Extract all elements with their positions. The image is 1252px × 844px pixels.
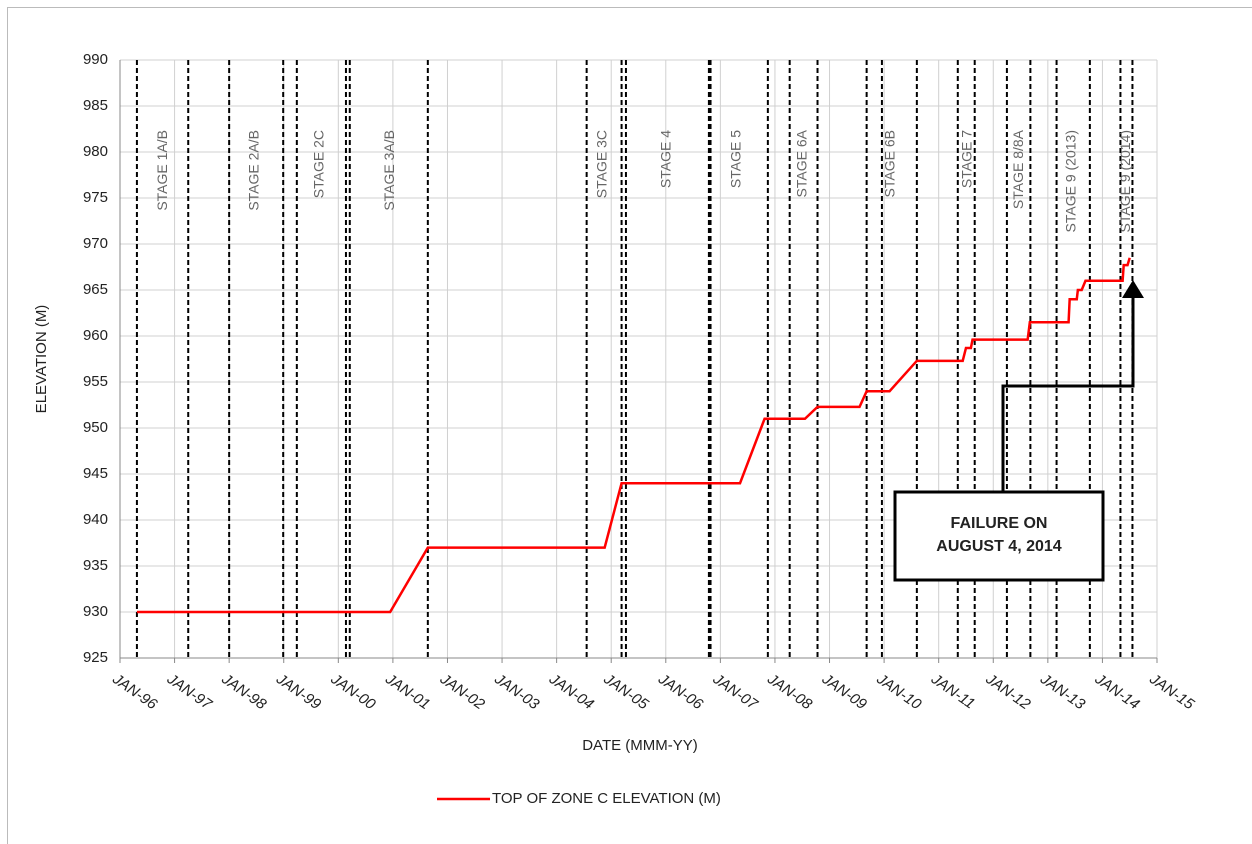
x-tick-label: JAN-07: [709, 670, 761, 714]
y-tick-label: 975: [83, 189, 108, 206]
stage-label: STAGE 1A/B: [154, 130, 170, 211]
y-tick-label: 950: [83, 419, 108, 436]
x-tick-label: JAN-01: [382, 670, 434, 713]
y-tick-label: 935: [83, 557, 108, 574]
y-tick-label: 960: [83, 327, 108, 344]
arrow-head: [1122, 280, 1144, 298]
stage-label: STAGE 9 (2014): [1117, 130, 1133, 232]
x-tick-label: JAN-05: [600, 670, 652, 714]
stage-label: STAGE 2C: [310, 130, 326, 198]
x-tick-label: JAN-10: [873, 670, 925, 714]
x-tick-label: JAN-98: [218, 670, 270, 714]
y-tick-label: 985: [83, 97, 108, 114]
x-tick-label: JAN-04: [545, 670, 597, 713]
stage-label: STAGE 2A/B: [246, 130, 262, 211]
stage-label: STAGE 6A: [793, 129, 809, 197]
stage-label: STAGE 5: [727, 130, 743, 188]
stage-label: STAGE 9 (2013): [1063, 130, 1079, 232]
y-axis-label: ELEVATION (M): [33, 305, 50, 414]
y-tick-label: 940: [83, 511, 108, 528]
stage-label: STAGE 3A/B: [381, 130, 397, 211]
x-tick-label: JAN-11: [927, 670, 978, 713]
x-axis-label: DATE (MMM-YY): [582, 737, 698, 754]
y-tick-label: 955: [83, 373, 108, 390]
stage-label: STAGE 3C: [594, 130, 610, 198]
x-tick-label: JAN-96: [109, 670, 161, 714]
x-tick-label: JAN-09: [818, 670, 870, 714]
y-tick-label: 965: [83, 281, 108, 298]
data-line: [136, 257, 1131, 614]
annotation-box: [893, 490, 1105, 582]
y-tick-label: 990: [83, 51, 108, 68]
y-tick-label: 970: [83, 235, 108, 252]
annotation-arrow: [1001, 298, 1135, 492]
x-tick-label: JAN-13: [1036, 670, 1088, 714]
chart-border: [7, 7, 1252, 844]
x-tick-label: JAN-06: [654, 670, 706, 714]
x-tick-label: JAN-12: [982, 670, 1034, 714]
x-tick-label: JAN-97: [163, 670, 215, 714]
x-tick-label: JAN-02: [436, 670, 488, 714]
stage-label: STAGE 7: [958, 130, 974, 188]
legend-label: TOP OF ZONE C ELEVATION (M): [492, 790, 721, 807]
x-tick-label: JAN-03: [491, 670, 543, 714]
x-tick-label: JAN-15: [1146, 670, 1198, 714]
x-tick-label: JAN-99: [272, 670, 324, 714]
x-tick-label: JAN-08: [764, 670, 816, 714]
stage-label: STAGE 8/8A: [1010, 129, 1026, 209]
stage-label: STAGE 6B: [881, 130, 897, 197]
stage-label: STAGE 4: [658, 130, 674, 188]
y-tick-label: 925: [83, 649, 108, 666]
y-tick-label: 945: [83, 465, 108, 482]
y-tick-label: 930: [83, 603, 108, 620]
annotation-text: FAILURE ON: [951, 515, 1048, 532]
x-tick-label: JAN-14: [1091, 670, 1143, 713]
x-tick-label: JAN-00: [327, 670, 379, 714]
y-tick-label: 980: [83, 143, 108, 160]
annotation-text: AUGUST 4, 2014: [936, 538, 1061, 555]
